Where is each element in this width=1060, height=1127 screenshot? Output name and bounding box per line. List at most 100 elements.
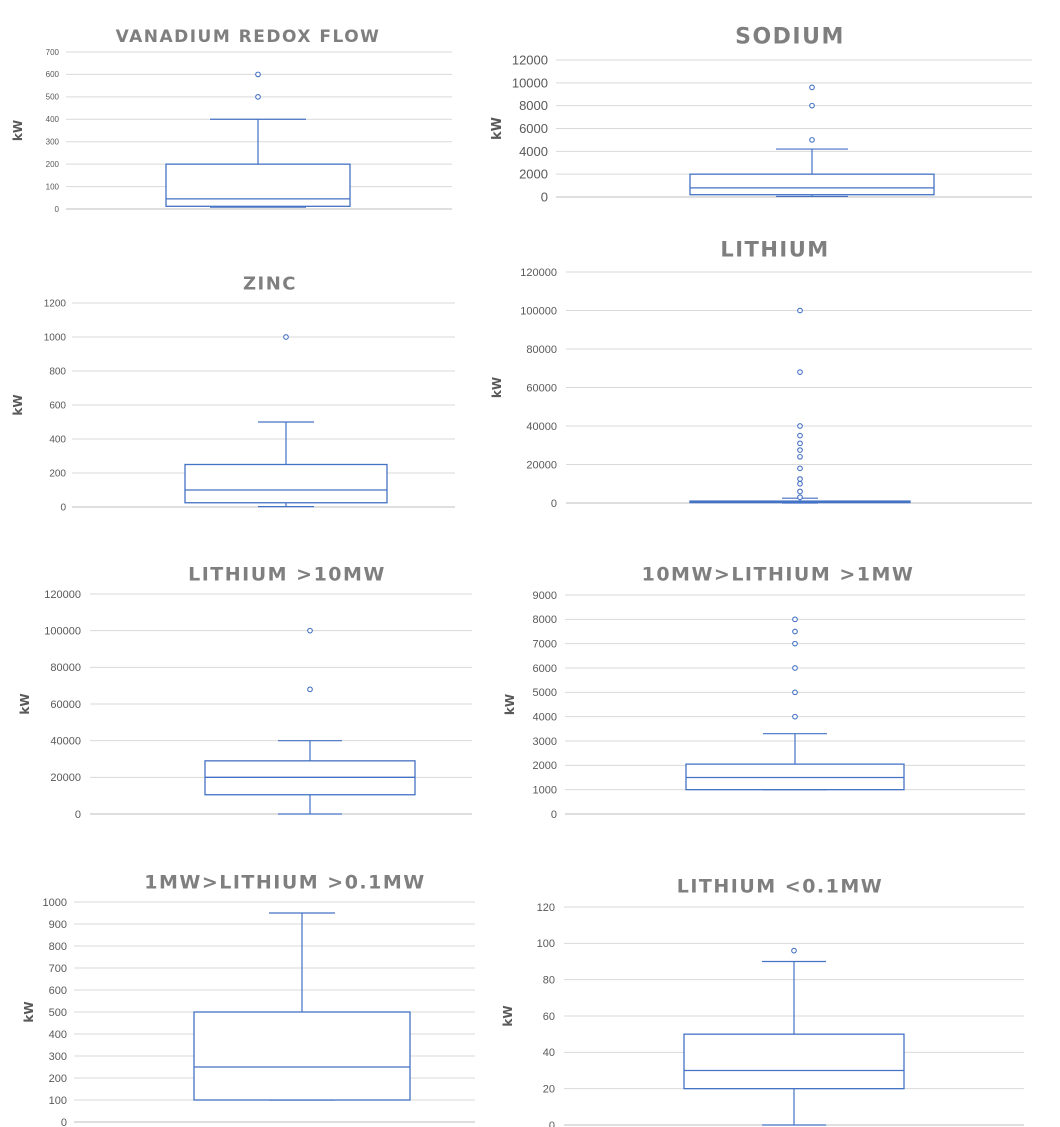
y-tick-label: 60	[543, 1011, 555, 1023]
outlier-point	[797, 307, 803, 314]
chart-title: 10MW>LITHIUM >1MW	[642, 564, 915, 586]
chart-panel: LITHIUM >10MW kW 0 20000 40000 60000 80000 1000…	[18, 564, 472, 821]
y-tick-label: 100	[537, 938, 555, 950]
y-tick-label: 100000	[520, 305, 557, 317]
y-tick-label: 4000	[533, 712, 557, 724]
outlier-point	[283, 334, 289, 340]
y-tick-label: 200	[46, 160, 60, 169]
y-tick-label: 0	[551, 498, 557, 510]
outlier-point	[792, 665, 798, 671]
y-tick-label: 2000	[533, 760, 557, 772]
outlier-point	[797, 440, 803, 447]
y-tick-label: 1200	[44, 299, 67, 310]
y-tick-label: 400	[49, 1029, 67, 1041]
chart-title: VANADIUM REDOX FLOW	[116, 27, 381, 47]
outlier-point	[809, 84, 815, 91]
y-axis-label: kW	[490, 377, 504, 398]
iqr-box	[184, 463, 388, 504]
y-tick-label: 80	[543, 975, 555, 987]
y-tick-label: 0	[61, 1117, 67, 1127]
y-tick-label: 900	[49, 919, 67, 931]
y-axis-label: kW	[11, 120, 25, 141]
chart-panel: SODIUM kW 0 2000 4000 6000 8000 10000 12000	[490, 25, 1032, 205]
iqr-box	[193, 1011, 411, 1101]
y-axis-label: kW	[503, 694, 517, 715]
y-tick-label: 200	[49, 1073, 67, 1085]
chart-title: LITHIUM	[720, 237, 829, 261]
chart-panel: VANADIUM REDOX FLOW kW 0 100 200 300 400 500 600…	[11, 27, 452, 214]
y-tick-label: 8000	[533, 614, 557, 626]
y-tick-label: 5000	[533, 687, 557, 699]
y-tick-label: 700	[49, 963, 67, 975]
y-tick-label: 6000	[533, 663, 557, 675]
y-tick-label: 100000	[44, 626, 81, 638]
outlier-point	[792, 689, 798, 696]
y-tick-label: 80000	[526, 344, 557, 356]
y-tick-label: 400	[49, 435, 66, 446]
y-tick-label: 40000	[50, 736, 81, 748]
outlier-point	[792, 628, 798, 635]
outlier-point	[307, 686, 313, 693]
y-axis-label: kW	[22, 1001, 36, 1022]
y-tick-label: 800	[49, 367, 66, 378]
y-tick-label: 800	[49, 941, 67, 953]
y-tick-label: 300	[46, 138, 60, 147]
y-tick-label: 1000	[43, 897, 67, 909]
y-tick-label: 500	[46, 93, 60, 102]
y-tick-label: 120000	[520, 267, 557, 279]
y-axis-label: kW	[11, 394, 25, 415]
outlier-point	[797, 369, 803, 375]
chart-title: ZINC	[243, 273, 297, 294]
outlier-point	[792, 616, 798, 623]
y-tick-label: 1000	[533, 785, 557, 797]
iqr-box	[683, 1033, 905, 1090]
y-tick-label: 3000	[533, 736, 557, 748]
chart-title: LITHIUM >10MW	[188, 564, 386, 586]
y-tick-label: 100	[46, 182, 60, 191]
y-tick-label: 400	[46, 115, 60, 124]
y-tick-label: 100	[49, 1095, 67, 1107]
outlier-point	[797, 488, 803, 495]
y-tick-label: 7000	[533, 639, 557, 651]
outlier-point	[809, 102, 815, 109]
outlier-point	[797, 476, 803, 482]
outlier-point	[797, 432, 803, 439]
outlier-point	[307, 627, 313, 634]
y-tick-label: 120	[537, 902, 555, 914]
y-tick-label: 60000	[526, 382, 557, 394]
outlier-point	[797, 453, 803, 460]
y-tick-label: 9000	[533, 590, 557, 602]
y-tick-label: 700	[46, 48, 60, 57]
chart-panel: LITHIUM <0.1MW kW 0 20 40 60 80 100 120	[501, 876, 1024, 1127]
y-tick-label: 0	[55, 205, 60, 214]
chart-panel: LITHIUM kW 0 20000 40000 60000 80000 100000 1200…	[490, 237, 1032, 510]
y-tick-label: 20	[543, 1084, 555, 1096]
y-tick-label: 40	[543, 1047, 555, 1059]
y-axis-label: kW	[501, 1005, 515, 1026]
y-tick-label: 8000	[519, 98, 548, 113]
y-tick-label: 0	[60, 503, 66, 514]
outlier-point	[797, 465, 803, 472]
y-tick-label: 20000	[526, 459, 557, 471]
iqr-box	[165, 163, 351, 207]
outlier-point	[797, 494, 803, 501]
chart-title: SODIUM	[735, 25, 845, 50]
outlier-point	[792, 640, 798, 647]
y-tick-label: 40000	[526, 421, 557, 433]
y-tick-label: 600	[49, 985, 67, 997]
iqr-box	[689, 173, 935, 196]
y-tick-label: 80000	[50, 662, 81, 674]
outlier-point	[797, 447, 803, 453]
chart-panel: 1MW>LITHIUM >0.1MW kW 0 100 200 300 400 500 600 7…	[22, 872, 475, 1127]
outlier-point	[791, 947, 797, 954]
y-tick-label: 600	[49, 401, 66, 412]
y-tick-label: 6000	[519, 121, 548, 136]
outlier-point	[797, 423, 803, 429]
y-tick-label: 20000	[50, 772, 81, 784]
y-tick-label: 200	[49, 469, 66, 480]
outlier-point	[797, 480, 803, 487]
y-tick-label: 0	[551, 809, 557, 821]
y-tick-label: 2000	[519, 167, 548, 182]
y-tick-label: 600	[46, 70, 60, 79]
